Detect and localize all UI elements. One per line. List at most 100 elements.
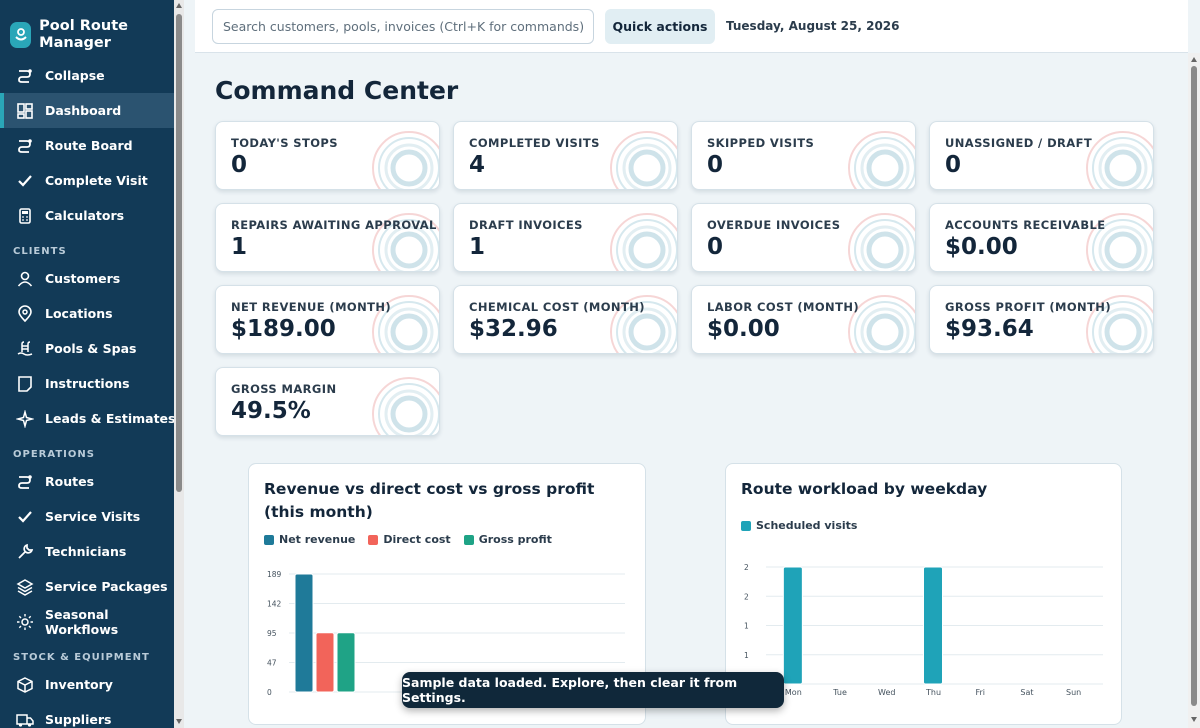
kpi-value: 0 (231, 152, 248, 178)
kpi-card-net-revenue-month[interactable]: Net revenue (month) $189.00 (215, 285, 440, 354)
kpi-label: Gross profit (month) (945, 300, 1111, 314)
route-icon (16, 67, 34, 85)
legend-label: Gross profit (478, 533, 552, 546)
bar-net-revenue[interactable] (294, 573, 314, 693)
ripple-decoration-icon (841, 286, 915, 353)
kpi-value: 0 (707, 152, 724, 178)
pin-icon (16, 304, 34, 323)
workload-chart-card: Route workload by weekday Scheduled visi… (725, 463, 1122, 725)
brand[interactable]: Pool Route Manager (0, 0, 184, 58)
sidebar-item-collapse[interactable]: Collapse (0, 58, 184, 93)
y-tick-label: 0 (267, 688, 272, 697)
sidebar-item-instructions[interactable]: Instructions (0, 366, 184, 401)
ripple-decoration-icon (365, 286, 439, 353)
sidebar-scrollbar[interactable] (174, 0, 184, 728)
sun-icon (16, 613, 34, 631)
sidebar-item-service-packages[interactable]: Service Packages (0, 569, 184, 604)
sidebar-item-complete-visit[interactable]: Complete Visit (0, 163, 184, 198)
y-tick-label: 1 (744, 622, 749, 631)
scroll-up-icon[interactable] (176, 3, 182, 8)
kpi-value: $0.00 (945, 234, 1018, 260)
x-tick-label: Sat (1020, 688, 1033, 697)
sidebar-item-label: Dashboard (45, 103, 122, 118)
sidebar-scroll-thumb[interactable] (176, 14, 182, 492)
bar-gross-profit[interactable] (336, 632, 356, 693)
kpi-card-gross-margin[interactable]: Gross margin 49.5% (215, 367, 440, 436)
scroll-up-icon[interactable] (1191, 57, 1197, 62)
sidebar-item-label: Instructions (45, 376, 130, 391)
dashboard-icon (16, 102, 34, 120)
sidebar-item-inventory[interactable]: Inventory (0, 667, 184, 702)
sidebar-item-seasonal-workflows[interactable]: Seasonal Workflows (0, 604, 184, 639)
kpi-value: 0 (945, 152, 962, 178)
ripple-decoration-icon (603, 286, 677, 353)
sidebar-section-stock-and-equipment: STOCK & EQUIPMENT (13, 652, 150, 663)
x-tick-label: Fri (975, 688, 985, 697)
kpi-card-skipped-visits[interactable]: Skipped visits 0 (691, 121, 916, 190)
sidebar-item-label: Suppliers (45, 712, 112, 727)
kpi-card-completed-visits[interactable]: Completed visits 4 (453, 121, 678, 190)
legend-item-gross-profit[interactable]: Gross profit (463, 533, 552, 546)
app-title: Pool Route Manager (39, 18, 128, 51)
legend-swatch (368, 534, 379, 545)
bar-direct-cost[interactable] (315, 632, 335, 693)
sidebar-item-leads-and-estimates[interactable]: Leads & Estimates (0, 401, 184, 436)
kpi-label: Gross margin (231, 382, 337, 396)
sidebar-item-customers[interactable]: Customers (0, 261, 184, 296)
search-input[interactable] (212, 9, 594, 44)
quick-actions-button[interactable]: Quick actions (605, 9, 715, 44)
sidebar-item-route-board[interactable]: Route Board (0, 128, 184, 163)
sidebar-item-calculators[interactable]: Calculators (0, 198, 184, 233)
legend-swatch (264, 534, 274, 545)
sidebar-item-label: Pools & Spas (45, 341, 137, 356)
ripple-decoration-icon (841, 204, 915, 271)
kpi-card-today-s-stops[interactable]: Today's stops 0 (215, 121, 440, 190)
main-scrollbar[interactable] (1188, 53, 1200, 728)
sidebar-item-routes[interactable]: Routes (0, 464, 184, 499)
kpi-card-accounts-receivable[interactable]: Accounts receivable $0.00 (929, 203, 1154, 272)
kpi-card-labor-cost-month[interactable]: Labor cost (month) $0.00 (691, 285, 916, 354)
bar-thu[interactable] (923, 566, 943, 685)
y-tick-label: 142 (267, 600, 282, 609)
ripple-decoration-icon (365, 122, 439, 189)
scroll-down-icon[interactable] (176, 719, 182, 724)
kpi-card-unassigned-draft[interactable]: Unassigned / draft 0 (929, 121, 1154, 190)
legend-item-net-revenue[interactable]: Net revenue (264, 533, 355, 546)
route-icon (16, 137, 34, 155)
sidebar-item-locations[interactable]: Locations (0, 296, 184, 331)
main-scroll-thumb[interactable] (1191, 66, 1197, 706)
kpi-card-overdue-invoices[interactable]: Overdue invoices 0 (691, 203, 916, 272)
kpi-value: $189.00 (231, 316, 336, 342)
x-tick-label: Sun (1066, 688, 1081, 697)
chart-legend: Net revenue Direct cost Gross profit (264, 533, 565, 546)
kpi-card-repairs-awaiting-approval[interactable]: Repairs awaiting approval 1 (215, 203, 440, 272)
ripple-decoration-icon (1079, 122, 1153, 189)
sidebar-item-technicians[interactable]: Technicians (0, 534, 184, 569)
kpi-card-gross-profit-month[interactable]: Gross profit (month) $93.64 (929, 285, 1154, 354)
truck-icon (16, 711, 34, 728)
sidebar-item-dashboard[interactable]: Dashboard (0, 93, 184, 128)
sidebar-item-label: Leads & Estimates (45, 411, 176, 426)
bar-mon[interactable] (782, 566, 803, 685)
kpi-card-chemical-cost-month[interactable]: Chemical cost (month) $32.96 (453, 285, 678, 354)
kpi-label: Today's stops (231, 136, 338, 150)
sidebar-item-suppliers[interactable]: Suppliers (0, 702, 184, 728)
legend-item-scheduled-visits[interactable]: Scheduled visits (741, 519, 857, 532)
kpi-value: 0 (707, 234, 724, 260)
note-icon (16, 375, 34, 393)
chart-title: Route workload by weekday (741, 480, 988, 498)
kpi-value: $32.96 (469, 316, 558, 342)
x-tick-label: Wed (878, 688, 895, 697)
box-icon (16, 676, 34, 694)
kpi-label: Completed visits (469, 136, 600, 150)
sidebar-item-pools-and-spas[interactable]: Pools & Spas (0, 331, 184, 366)
scroll-down-icon[interactable] (1191, 717, 1197, 722)
sidebar-item-service-visits[interactable]: Service Visits (0, 499, 184, 534)
sidebar-item-label: Complete Visit (45, 173, 148, 188)
ripple-decoration-icon (1079, 286, 1153, 353)
legend-item-direct-cost[interactable]: Direct cost (368, 533, 451, 546)
kpi-label: Repairs awaiting approval (231, 218, 437, 232)
ripple-decoration-icon (1079, 204, 1153, 271)
kpi-card-draft-invoices[interactable]: Draft invoices 1 (453, 203, 678, 272)
kpi-value: 1 (469, 234, 486, 260)
